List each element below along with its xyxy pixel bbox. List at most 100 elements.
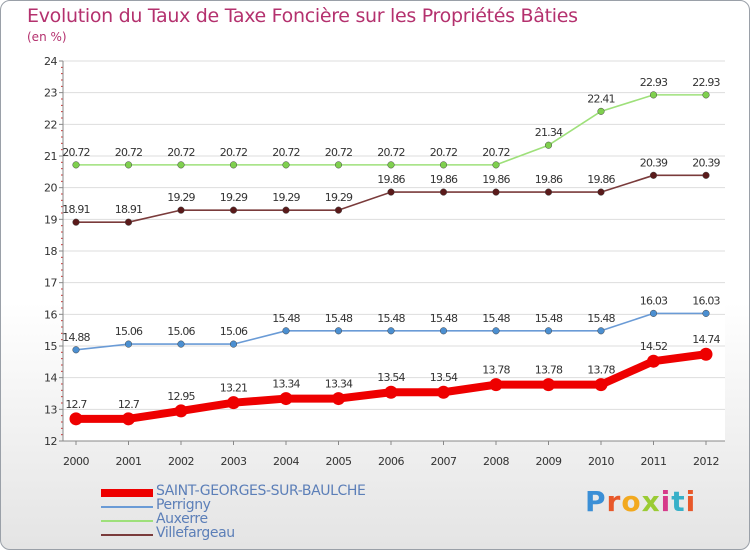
x-tick-label: 2004 — [273, 455, 299, 468]
data-label: 20.72 — [482, 146, 510, 159]
data-label: 15.48 — [325, 312, 353, 325]
data-label: 13.78 — [482, 364, 510, 377]
data-label: 21.34 — [535, 126, 563, 139]
data-label: 13.21 — [220, 382, 248, 395]
y-tick-label: 24 — [44, 55, 57, 68]
data-point — [282, 206, 290, 214]
data-label: 13.34 — [272, 378, 300, 391]
data-point — [177, 340, 185, 348]
data-label: 15.06 — [220, 325, 248, 338]
data-label: 15.48 — [482, 312, 510, 325]
data-point — [492, 188, 500, 196]
data-label: 15.48 — [430, 312, 458, 325]
data-point — [492, 161, 500, 169]
legend-swatch — [101, 534, 153, 536]
data-point — [122, 412, 135, 426]
y-tick-label: 23 — [44, 87, 57, 100]
data-point — [702, 91, 710, 99]
data-label: 12.7 — [65, 398, 87, 411]
logo-letter: r — [606, 485, 622, 518]
data-point — [597, 327, 605, 335]
x-tick-label: 2008 — [483, 455, 509, 468]
legend-swatch — [101, 506, 153, 508]
data-label: 12.7 — [118, 398, 140, 411]
data-point — [702, 171, 710, 179]
data-label: 20.72 — [62, 146, 90, 159]
data-point — [649, 309, 658, 317]
x-tick-label: 2007 — [431, 455, 457, 468]
data-point — [332, 392, 345, 406]
data-point — [649, 91, 658, 99]
data-point — [334, 206, 343, 214]
data-point — [282, 327, 290, 335]
data-label: 20.39 — [640, 156, 668, 169]
data-label: 15.48 — [272, 312, 300, 325]
data-point — [229, 161, 238, 169]
legend-label: Perrigny — [156, 497, 211, 513]
data-point — [542, 378, 555, 392]
data-point — [597, 188, 605, 196]
data-label: 16.03 — [640, 294, 668, 307]
y-tick-label: 18 — [44, 245, 57, 258]
data-label: 19.86 — [377, 173, 405, 186]
logo-letter: x — [641, 485, 661, 518]
data-point — [334, 161, 343, 169]
data-point — [177, 206, 185, 214]
data-point — [384, 385, 398, 399]
data-point — [279, 392, 293, 406]
data-point — [124, 161, 133, 169]
logo-letter: i — [685, 485, 697, 518]
data-point — [227, 396, 240, 410]
data-point — [544, 327, 553, 335]
x-tick-label: 2003 — [221, 455, 247, 468]
data-point — [174, 404, 188, 418]
legend-swatch — [101, 520, 153, 522]
x-tick-label: 2010 — [588, 455, 614, 468]
data-label: 19.86 — [587, 173, 615, 186]
data-point — [124, 218, 133, 226]
y-tick-label: 21 — [44, 150, 57, 163]
data-point — [72, 346, 80, 354]
data-point — [544, 188, 553, 196]
y-tick-label: 12 — [44, 435, 57, 448]
data-label: 20.39 — [692, 156, 720, 169]
data-point — [72, 161, 80, 169]
data-point — [544, 141, 553, 149]
legend-swatch — [101, 489, 153, 497]
data-point — [229, 340, 238, 348]
x-tick-label: 2011 — [641, 455, 667, 468]
data-label: 20.72 — [167, 146, 195, 159]
data-point — [439, 161, 448, 169]
data-label: 13.54 — [430, 371, 458, 384]
data-point — [437, 385, 450, 399]
data-label: 13.78 — [587, 364, 615, 377]
data-label: 20.72 — [272, 146, 300, 159]
data-label: 19.29 — [220, 191, 248, 204]
data-point — [229, 206, 238, 214]
data-label: 22.93 — [692, 76, 720, 89]
x-tick-label: 2009 — [536, 455, 562, 468]
x-tick-label: 2006 — [378, 455, 404, 468]
logo-letter: P — [585, 485, 607, 518]
data-label: 19.86 — [430, 173, 458, 186]
data-label: 20.72 — [325, 146, 353, 159]
y-tick-label: 16 — [44, 308, 57, 321]
data-point — [334, 327, 343, 335]
data-label: 18.91 — [62, 203, 90, 216]
chart-title: Evolution du Taux de Taxe Foncière sur l… — [27, 5, 578, 27]
y-tick-label: 13 — [44, 403, 57, 416]
data-point — [647, 354, 660, 368]
y-tick-label: 14 — [44, 372, 57, 385]
x-tick-label: 2012 — [693, 455, 719, 468]
y-tick-label: 20 — [44, 182, 57, 195]
logo-letter: o — [621, 485, 642, 518]
data-label: 22.41 — [587, 92, 615, 105]
data-label: 20.72 — [430, 146, 458, 159]
logo-letter: t — [671, 485, 686, 518]
y-tick-label: 22 — [44, 118, 57, 131]
data-point — [387, 161, 395, 169]
data-point — [649, 171, 658, 179]
data-point — [489, 378, 503, 392]
data-point — [387, 188, 395, 196]
